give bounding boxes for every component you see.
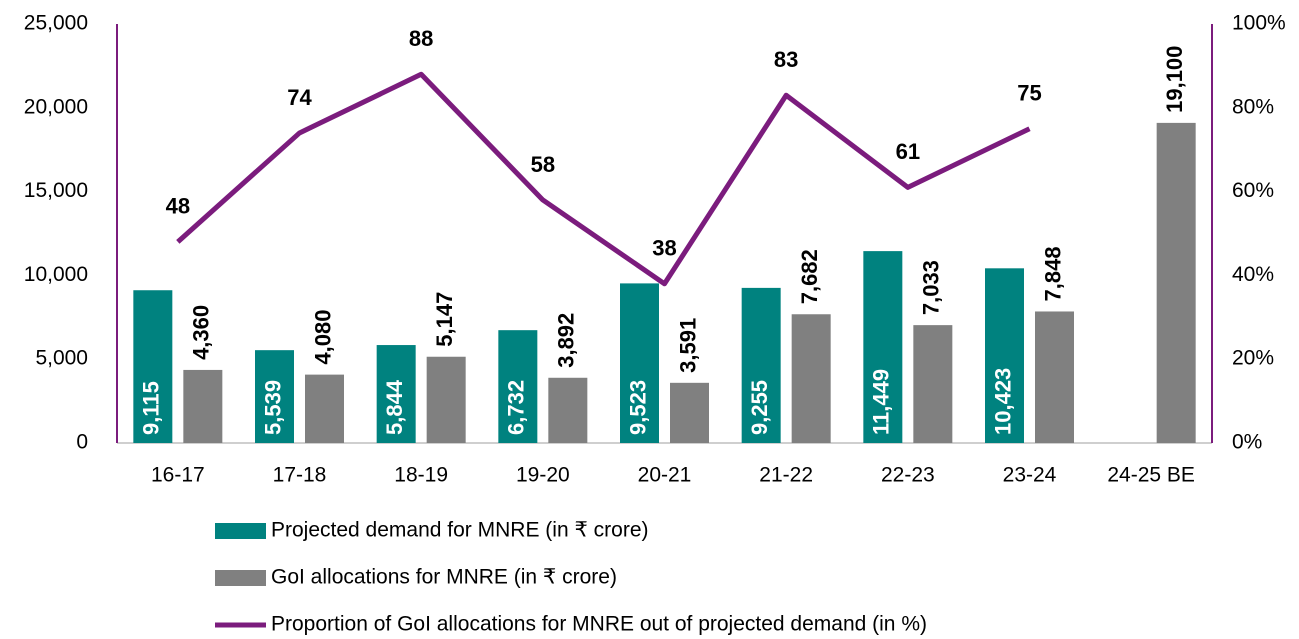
- bar: [1035, 311, 1074, 443]
- legend-label: Projected demand for MNRE (in ₹ crore): [271, 519, 649, 542]
- bar-value-label: 9,115: [139, 381, 164, 435]
- bar: [376, 345, 416, 443]
- bar-value-label: 9,255: [747, 380, 772, 435]
- x-tick-label: 19-20: [516, 464, 570, 487]
- bar: [791, 314, 831, 443]
- bar: [863, 251, 903, 443]
- y-tick-label: 10,000: [24, 263, 88, 286]
- bar: [305, 374, 344, 443]
- bar-value-label: 5,844: [382, 379, 407, 435]
- x-tick-label: 21-22: [759, 464, 813, 487]
- y-tick-label: 15,000: [24, 179, 88, 202]
- bar-value-label: 4,360: [189, 305, 214, 360]
- x-tick-label: 17-18: [273, 464, 327, 487]
- y-tick-label: 0: [76, 431, 88, 454]
- bar-value-label: 4,080: [310, 310, 335, 365]
- bar-value-label: 7,682: [797, 249, 822, 304]
- bar: [741, 287, 781, 443]
- line-value-label: 58: [531, 152, 555, 177]
- y-tick-label: 20,000: [24, 95, 88, 118]
- line-value-label: 61: [896, 139, 920, 164]
- legend-label: GoI allocations for MNRE (in ₹ crore): [271, 566, 617, 589]
- bar: [985, 268, 1024, 443]
- line-value-label: 48: [166, 194, 190, 219]
- bar: [183, 369, 223, 443]
- bar: [498, 330, 538, 443]
- y2-tick-label: 60%: [1232, 179, 1274, 202]
- legend-marker: [215, 570, 266, 586]
- bar-value-label: 19,100: [1162, 46, 1187, 113]
- bar-value-label: 7,848: [1040, 246, 1065, 301]
- bar-value-label: 9,523: [625, 380, 650, 435]
- bar-value-label: 3,892: [554, 313, 579, 368]
- line-value-label: 88: [409, 26, 433, 51]
- bar-value-label: 3,591: [675, 318, 700, 373]
- line-value-label: 83: [774, 47, 798, 72]
- y2-tick-label: 80%: [1232, 95, 1274, 118]
- bar: [913, 325, 953, 443]
- bar-value-label: 11,449: [869, 369, 894, 435]
- x-tick-label: 16-17: [151, 464, 205, 487]
- x-tick-label: 20-21: [638, 464, 692, 487]
- y2-tick-label: 20%: [1232, 347, 1274, 370]
- bar-value-label: 6,732: [504, 380, 529, 435]
- bar: [620, 283, 659, 443]
- x-tick-label: 22-23: [881, 464, 935, 487]
- bar: [133, 290, 173, 443]
- y2-tick-label: 100%: [1232, 12, 1286, 35]
- bar-value-label: 7,033: [919, 260, 944, 315]
- bar: [426, 356, 466, 443]
- line-value-label: 38: [652, 236, 676, 261]
- x-tick-label: 24-25 BE: [1107, 464, 1195, 487]
- line-value-label: 74: [287, 85, 312, 110]
- bar-value-label: 5,147: [432, 292, 457, 347]
- bar: [548, 377, 588, 443]
- legend-marker: [215, 523, 266, 539]
- bar: [1156, 122, 1196, 443]
- y2-tick-label: 0%: [1232, 431, 1262, 454]
- y-tick-label: 25,000: [24, 12, 88, 35]
- x-tick-label: 18-19: [394, 464, 448, 487]
- legend-label: Proportion of GoI allocations for MNRE o…: [271, 613, 927, 636]
- bar: [670, 382, 709, 443]
- bar: [255, 350, 294, 443]
- bar-value-label: 5,539: [260, 380, 285, 435]
- x-tick-label: 23-24: [1003, 464, 1057, 487]
- line-value-label: 75: [1017, 81, 1041, 106]
- bar-value-label: 10,423: [990, 368, 1015, 435]
- y2-tick-label: 40%: [1232, 263, 1274, 286]
- y-tick-label: 5,000: [35, 347, 88, 370]
- line: [176, 71, 1031, 287]
